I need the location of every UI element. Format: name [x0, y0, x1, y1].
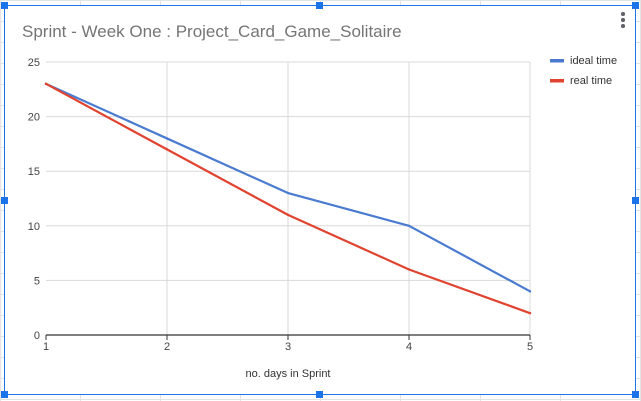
resize-handle-left[interactable] [1, 197, 8, 204]
x-tick-label: 5 [527, 341, 533, 353]
y-tick-label: 15 [28, 166, 40, 178]
y-tick-label: 5 [34, 275, 40, 287]
resize-handle-bottom-left[interactable] [1, 391, 8, 398]
chart-title: Sprint - Week One : Project_Card_Game_So… [22, 22, 402, 41]
resize-handle-bottom-right[interactable] [632, 391, 639, 398]
legend-label: real time [570, 75, 612, 87]
x-tick-label: 2 [164, 341, 170, 353]
legend-swatch [550, 79, 564, 83]
data-point [407, 268, 411, 271]
tick-labels: 0 5 10 15 20 25 1 2 3 4 5 [28, 57, 533, 353]
resize-handle-top-right[interactable] [632, 2, 639, 9]
data-point [528, 290, 532, 293]
resize-handle-right[interactable] [632, 197, 639, 204]
data-point [528, 311, 532, 315]
y-tick-label: 20 [28, 112, 40, 124]
data-point [407, 224, 411, 227]
y-tick-label: 25 [28, 57, 40, 69]
axes [45, 334, 531, 340]
x-tick-label: 4 [406, 341, 412, 353]
data-point [44, 82, 48, 86]
data-point [165, 137, 169, 140]
data-point [286, 191, 290, 195]
grid-lines [46, 61, 531, 335]
legend: ideal time real time [550, 55, 617, 87]
x-axis-label: no. days in Sprint [246, 368, 331, 380]
x-tick-label: 3 [285, 341, 291, 353]
legend-swatch [550, 59, 564, 63]
y-tick-label: 10 [28, 221, 40, 233]
data-point [286, 213, 290, 217]
resize-handle-top[interactable] [316, 2, 323, 9]
y-tick-label: 0 [34, 330, 40, 342]
series-lines [44, 82, 532, 315]
data-point [165, 148, 169, 151]
resize-handle-top-left[interactable] [1, 2, 8, 9]
chart-container[interactable] [4, 5, 636, 395]
more-options-icon[interactable] [619, 10, 627, 30]
x-tick-label: 1 [43, 341, 49, 353]
legend-label: ideal time [570, 55, 617, 67]
resize-handle-bottom[interactable] [316, 391, 323, 398]
